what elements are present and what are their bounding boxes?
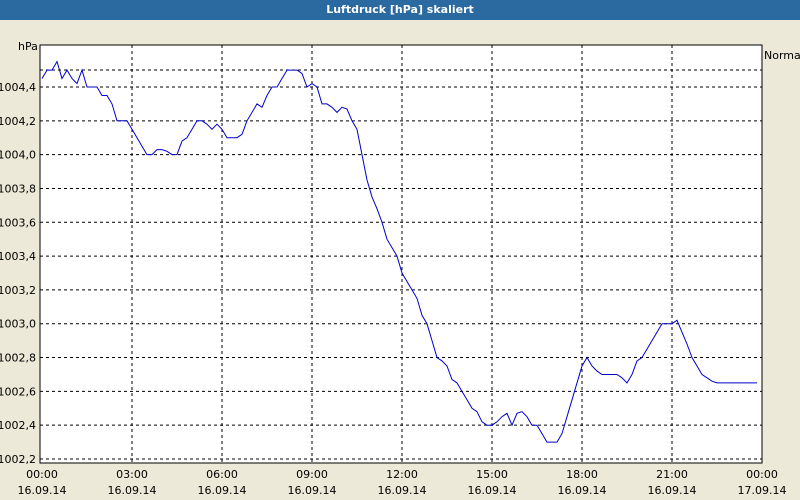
chart: 1002,2 1002,4 1002,6 1002,8 1003,0 1003,2 1003… — [0, 40, 800, 497]
x-tick-date: 16.09.14 — [378, 484, 427, 497]
x-tick-time: 00:00 — [26, 468, 58, 481]
x-tick-date: 16.09.14 — [18, 484, 67, 497]
y-tick-label: 1003,0 — [0, 318, 36, 331]
x-tick-date: 17.09.14 — [738, 484, 787, 497]
series-layer — [41, 60, 757, 443]
legend-entry-normal: Normal — [764, 49, 800, 62]
x-tick-time: 06:00 — [206, 468, 238, 481]
x-tick-date: 16.09.14 — [648, 484, 697, 497]
grid-layer — [40, 45, 762, 463]
y-tick-label: 1002,8 — [0, 352, 36, 365]
x-tick-date: 16.09.14 — [288, 484, 337, 497]
y-tick-label: 1003,8 — [0, 182, 36, 195]
y-tick-label: 1003,2 — [0, 284, 36, 297]
y-tick-label: 1003,4 — [0, 250, 36, 263]
series-line-normal — [41, 60, 757, 443]
y-axis: 1002,2 1002,4 1002,6 1002,8 1003,0 1003,2 1003… — [0, 81, 36, 466]
y-axis-label: hPa — [18, 40, 38, 53]
y-tick-label: 1002,2 — [0, 453, 36, 466]
x-tick-date: 16.09.14 — [468, 484, 517, 497]
plot-area — [39, 44, 763, 464]
y-tick-label: 1002,4 — [0, 419, 36, 432]
chart-title: Luftdruck [hPa] skaliert — [0, 0, 800, 20]
y-tick-label: 1004,0 — [0, 149, 36, 162]
x-tick-date: 16.09.14 — [108, 484, 157, 497]
y-tick-label: 1004,4 — [0, 81, 36, 94]
x-tick-time: 21:00 — [656, 468, 688, 481]
y-tick-label: 1002,6 — [0, 385, 36, 398]
x-axis: 00:00 16.09.14 03:00 16.09.14 06:00 16.09.14 0… — [18, 468, 787, 497]
y-tick-label: 1004,2 — [0, 115, 36, 128]
x-tick-time: 15:00 — [476, 468, 508, 481]
x-tick-time: 12:00 — [386, 468, 418, 481]
x-tick-time: 09:00 — [296, 468, 328, 481]
x-tick-time: 03:00 — [116, 468, 148, 481]
x-tick-time: 18:00 — [566, 468, 598, 481]
x-tick-date: 16.09.14 — [198, 484, 247, 497]
y-tick-label: 1003,6 — [0, 216, 36, 229]
x-tick-date: 16.09.14 — [558, 484, 607, 497]
x-tick-time: 00:00 — [746, 468, 778, 481]
